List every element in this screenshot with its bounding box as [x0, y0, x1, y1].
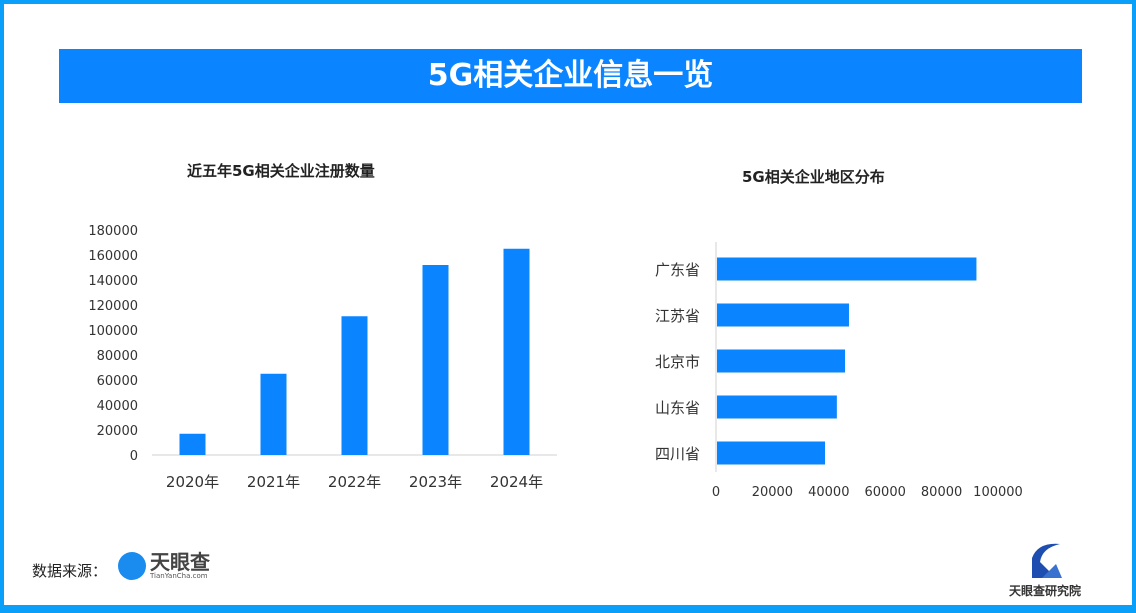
- tianyancha-eye-icon: [118, 552, 146, 580]
- bar-江苏省: [717, 303, 849, 327]
- bar-山东省: [717, 395, 837, 419]
- bar-2021年: [260, 373, 287, 455]
- bar-四川省: [717, 441, 826, 465]
- x-tick-label: 2023年: [409, 473, 462, 491]
- y-tick-label: 180000: [88, 224, 138, 239]
- chart-title-registrations: 近五年5G相关企业注册数量: [187, 162, 375, 180]
- y-tick-label: 江苏省: [655, 307, 700, 325]
- y-tick-label: 80000: [97, 349, 138, 364]
- y-tick-label: 北京市: [655, 353, 700, 371]
- x-tick-label: 60000: [865, 485, 906, 500]
- y-tick-label: 四川省: [655, 445, 700, 463]
- y-tick-label: 120000: [88, 299, 138, 314]
- chart-title-regions: 5G相关企业地区分布: [742, 168, 885, 186]
- bar-广东省: [717, 257, 977, 281]
- y-tick-label: 0: [130, 449, 138, 464]
- x-tick-label: 2024年: [490, 473, 543, 491]
- logo-subtext: TianYanCha.com: [150, 572, 208, 580]
- x-tick-label: 100000: [973, 485, 1023, 500]
- bar-2023年: [422, 265, 449, 455]
- x-tick-label: 2022年: [328, 473, 381, 491]
- y-tick-label: 20000: [97, 424, 138, 439]
- bar-2020年: [179, 433, 206, 455]
- bar-2024年: [503, 248, 530, 455]
- x-tick-label: 2021年: [247, 473, 300, 491]
- y-tick-label: 100000: [88, 324, 138, 339]
- bar-北京市: [717, 349, 846, 373]
- x-tick-label: 0: [712, 485, 720, 500]
- x-tick-label: 80000: [921, 485, 962, 500]
- source-label: 数据来源：: [32, 562, 108, 580]
- y-tick-label: 广东省: [655, 261, 700, 279]
- x-tick-label: 40000: [808, 485, 849, 500]
- institute-logo-text: 天眼查研究院: [1008, 584, 1081, 598]
- institute-mark-icon: [1032, 543, 1062, 578]
- x-tick-label: 20000: [752, 485, 793, 500]
- page-title: 5G相关企业信息一览: [59, 49, 1082, 103]
- logo-text: 天眼查: [150, 550, 210, 574]
- y-tick-label: 60000: [97, 374, 138, 389]
- y-tick-label: 140000: [88, 274, 138, 289]
- y-tick-label: 160000: [88, 249, 138, 264]
- y-tick-label: 40000: [97, 399, 138, 414]
- institute-logo: 天眼查研究院: [1000, 540, 1090, 599]
- x-tick-label: 2020年: [166, 473, 219, 491]
- bar-2022年: [341, 316, 368, 455]
- tianyancha-logo: 天眼查 TianYanCha.com: [118, 552, 210, 580]
- y-tick-label: 山东省: [655, 399, 700, 417]
